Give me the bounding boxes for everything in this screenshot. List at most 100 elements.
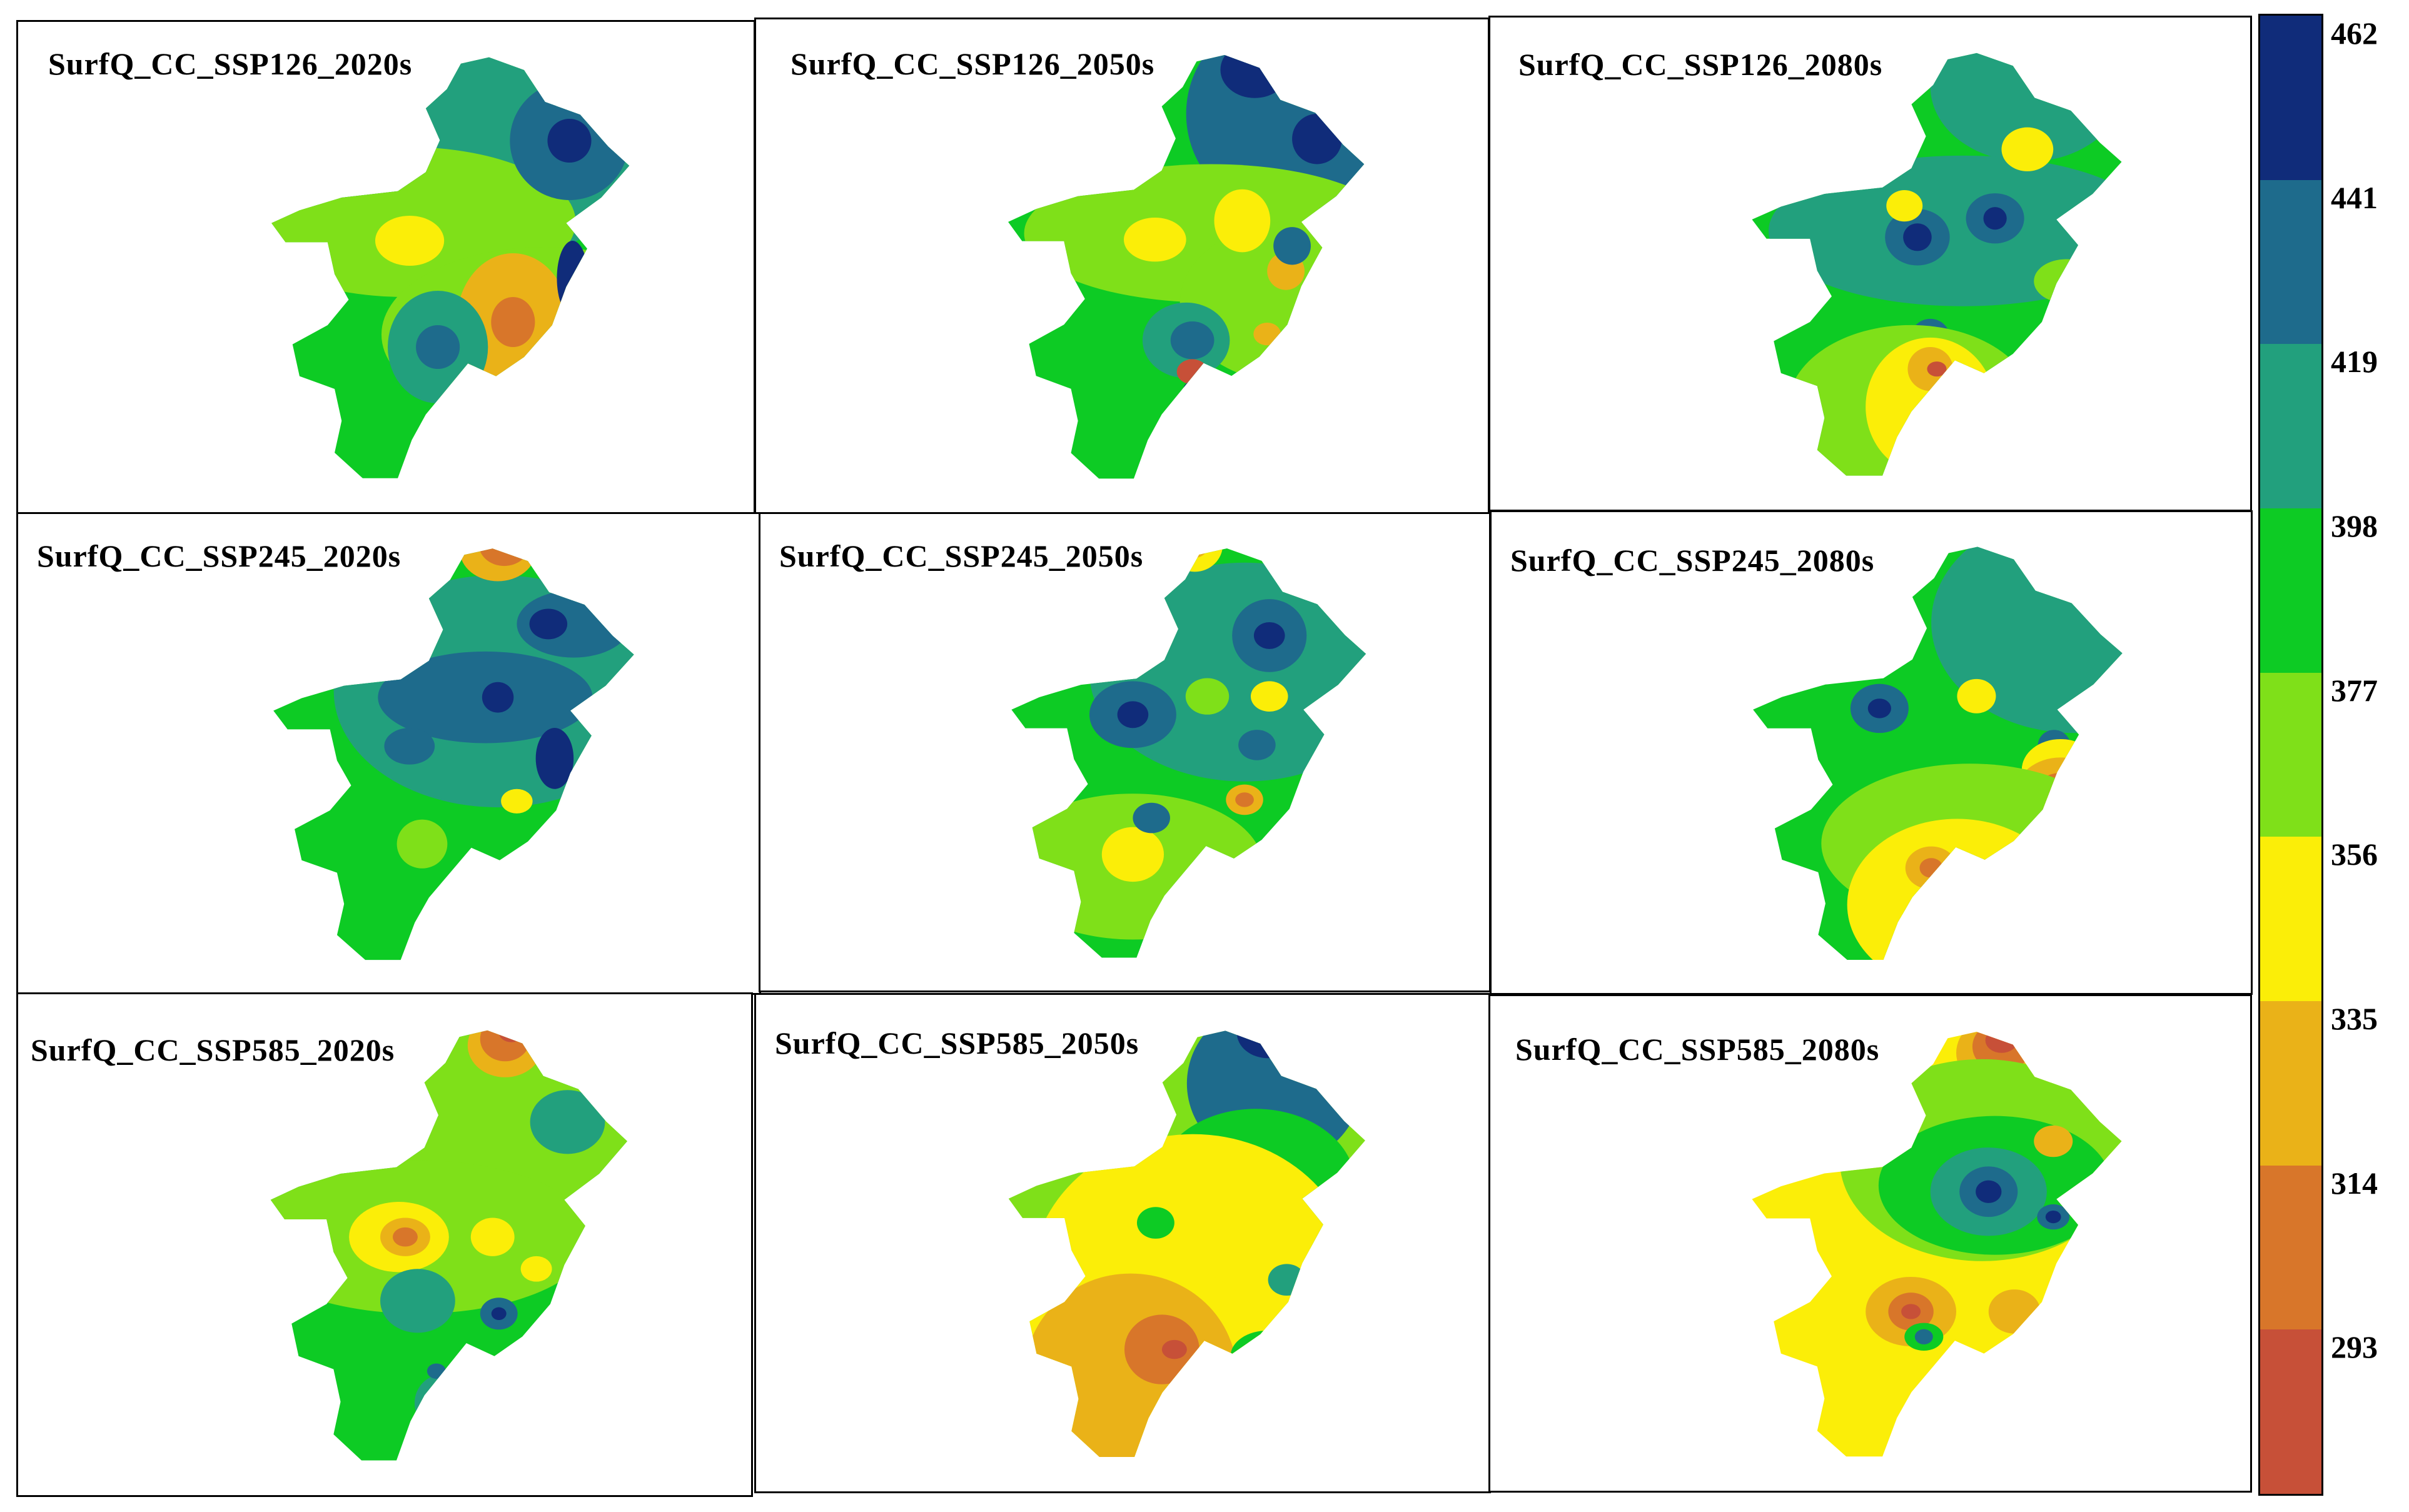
runoff-contour-zone (1124, 217, 1186, 262)
legend-color-bin (2260, 672, 2321, 837)
panel-title: SurfQ_CC_SSP126_2080s (1518, 47, 1883, 82)
runoff-contour-zone (1927, 361, 1947, 377)
runoff-contour-zone (1185, 678, 1230, 715)
panel-title: SurfQ_CC_SSP585_2050s (775, 1026, 1139, 1061)
runoff-contour-zone (535, 728, 574, 789)
basin-surface (1008, 54, 1365, 479)
surface-runoff-map (1752, 53, 2122, 476)
runoff-contour-zone (478, 548, 530, 567)
panel-title: SurfQ_CC_SSP585_2020s (31, 1032, 395, 1067)
runoff-contour-zone (1292, 113, 1342, 164)
runoff-contour-zone (1176, 359, 1208, 385)
legend-color-bin (2260, 179, 2321, 345)
runoff-contour-zone (380, 1269, 455, 1333)
basin-base-fill (1752, 1032, 2122, 1457)
map-panel-ssp245-2050s: SurfQ_CC_SSP245_2050s (759, 512, 1491, 992)
map-panel-ssp126-2080s: SurfQ_CC_SSP126_2080s (1488, 16, 2252, 512)
panel-title: SurfQ_CC_SSP245_2080s (1510, 543, 1875, 578)
runoff-contour-zone (392, 1227, 418, 1247)
map-panel-ssp126-2050s: SurfQ_CC_SSP126_2050s (754, 18, 1490, 515)
runoff-contour-zone (1250, 681, 1288, 712)
runoff-contour-zone (1214, 189, 1271, 253)
color-scale-legend (2258, 14, 2323, 1496)
runoff-contour-zone (1260, 1349, 1276, 1363)
runoff-contour-zone (1901, 1304, 1921, 1319)
runoff-contour-zone (1181, 548, 1209, 558)
runoff-contour-zone (414, 1374, 471, 1432)
runoff-contour-zone (1273, 227, 1311, 265)
runoff-contour-zone (520, 1256, 552, 1282)
surface-runoff-map (1008, 1031, 1365, 1458)
runoff-contour-zone (1768, 155, 2122, 306)
basin-surface (1753, 547, 2123, 960)
runoff-contour-zone (1914, 1329, 1933, 1344)
panel-title: SurfQ_CC_SSP585_2080s (1515, 1032, 1880, 1067)
runoff-contour-zone (1101, 827, 1164, 882)
surface-runoff-map (1752, 1032, 2122, 1457)
legend-color-bin (2260, 508, 2321, 673)
runoff-contour-zone (1867, 698, 1891, 718)
basin-surface (1011, 548, 1366, 958)
legend-tick-label: 377 (2331, 672, 2378, 708)
runoff-contour-zone (491, 1307, 507, 1320)
panel-title: SurfQ_CC_SSP245_2050s (779, 538, 1144, 573)
legend-tick-label: 293 (2331, 1329, 2378, 1365)
panel-title: SurfQ_CC_SSP126_2020s (48, 46, 413, 81)
runoff-contour-zone (1238, 730, 1276, 760)
runoff-contour-zone (1235, 792, 1254, 807)
runoff-contour-zone (427, 1363, 446, 1379)
runoff-contour-zone (1170, 321, 1215, 360)
legend-tick-label: 462 (2331, 16, 2378, 51)
runoff-contour-zone (1236, 1031, 1300, 1059)
basin-surface (271, 57, 630, 478)
legend-color-bin (2260, 344, 2321, 508)
runoff-contour-zone (557, 241, 588, 316)
runoff-contour-zone (498, 1030, 524, 1042)
runoff-contour-zone (1183, 381, 1202, 400)
runoff-contour-zone (1161, 1339, 1187, 1359)
basin-surface (273, 548, 634, 960)
runoff-contour-zone (1230, 1330, 1306, 1381)
runoff-contour-zone (1988, 1289, 2041, 1334)
runoff-contour-zone (1220, 54, 1290, 98)
runoff-contour-zone (375, 216, 445, 266)
runoff-contour-zone (2034, 844, 2061, 867)
panel-title: SurfQ_CC_SSP126_2050s (790, 46, 1155, 81)
runoff-contour-zone (530, 1090, 605, 1154)
map-panel-ssp585-2050s: SurfQ_CC_SSP585_2050s (754, 993, 1491, 1493)
legend-tick-label: 335 (2331, 1001, 2378, 1036)
runoff-contour-zone (2049, 785, 2073, 804)
legend-tick-label: 419 (2331, 344, 2378, 380)
runoff-contour-zone (1985, 1032, 2018, 1053)
runoff-contour-zone (1136, 1207, 1174, 1239)
runoff-contour-zone (1919, 858, 1943, 878)
runoff-contour-zone (384, 728, 435, 765)
runoff-contour-zone (396, 819, 448, 869)
runoff-contour-zone (2045, 1211, 2061, 1224)
surface-runoff-map (273, 548, 634, 960)
legend-color-bin (2260, 1001, 2321, 1166)
legend-color-bin (2260, 837, 2321, 1001)
runoff-contour-zone (1983, 207, 2007, 230)
map-panel-ssp585-2020s: SurfQ_CC_SSP585_2020s (16, 992, 753, 1497)
basin-surface (1752, 1032, 2122, 1457)
runoff-contour-zone (1133, 802, 1170, 834)
runoff-contour-zone (1976, 1180, 2002, 1203)
surface-runoff-map (1011, 548, 1366, 958)
runoff-contour-zone (1167, 548, 1223, 572)
panel-title: SurfQ_CC_SSP245_2020s (37, 538, 402, 573)
basin-surface (270, 1030, 627, 1461)
map-panel-ssp126-2020s: SurfQ_CC_SSP126_2020s (16, 20, 755, 514)
surface-runoff-map (1008, 54, 1365, 479)
basin-surface (1008, 1031, 1365, 1458)
legend-tick-label: 314 (2331, 1165, 2378, 1201)
runoff-contour-zone (416, 325, 460, 369)
legend-color-bin (2260, 1165, 2321, 1330)
map-panel-ssp245-2080s: SurfQ_CC_SSP245_2080s (1490, 510, 2253, 995)
legend-color-bin (2260, 16, 2321, 180)
runoff-contour-zone (529, 608, 568, 640)
runoff-contour-zone (1117, 701, 1149, 728)
surface-runoff-map (271, 57, 630, 478)
runoff-contour-zone (2034, 259, 2099, 303)
legend-tick-label: 398 (2331, 508, 2378, 543)
